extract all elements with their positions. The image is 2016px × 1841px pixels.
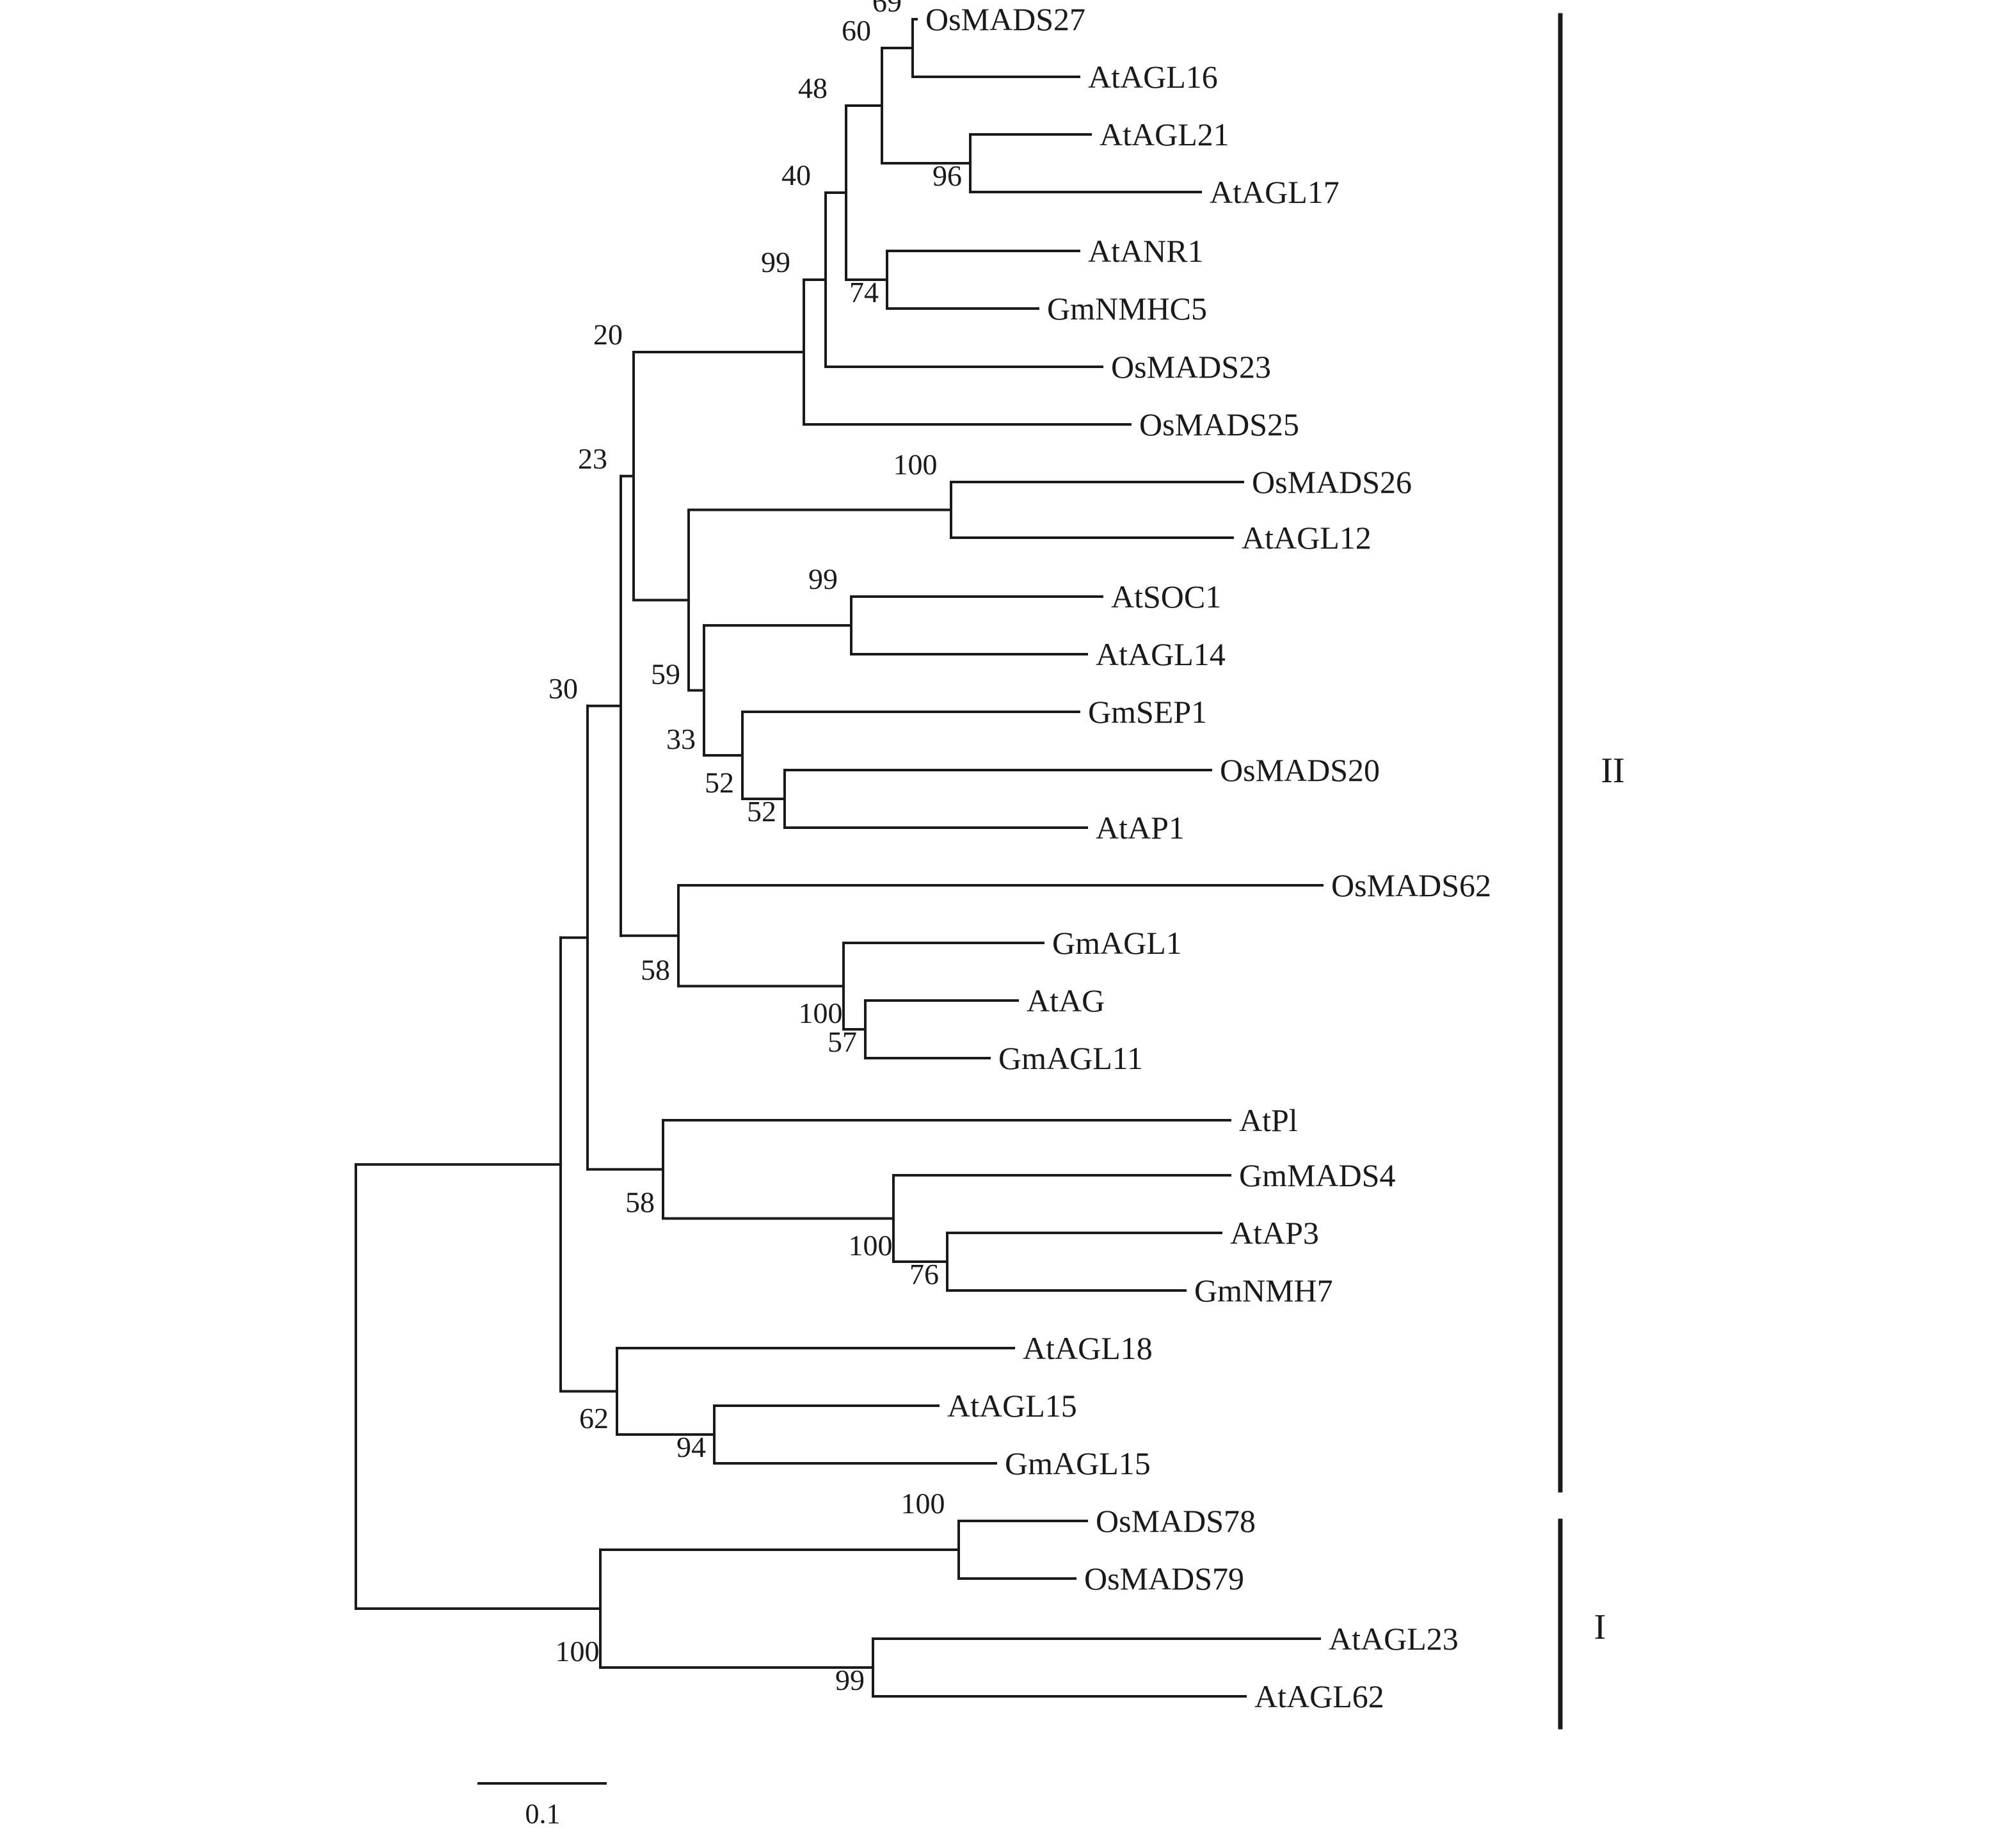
leaf-label-GmSEP1: GmSEP1	[1088, 694, 1207, 730]
bootstrap-label-n_with23: 40	[781, 159, 811, 191]
bootstrap-label-n_ag_clade: 58	[641, 954, 670, 986]
leaf-label-AtAGL16: AtAGL16	[1088, 59, 1218, 95]
leaf-label-AtPl: AtPl	[1239, 1102, 1298, 1138]
bootstrap-label-n_ap3_7: 76	[909, 1258, 939, 1290]
bootstrap-label-n_ag_11: 57	[828, 1025, 857, 1058]
bootstrap-label-n_23_62: 99	[835, 1664, 865, 1696]
clade-label-I: I	[1594, 1607, 1606, 1647]
bootstrap-label-n_27_16: 69	[872, 0, 902, 18]
leaf-label-GmAGL15: GmAGL15	[1005, 1445, 1151, 1481]
bootstrap-label-n_to_ag: 23	[578, 442, 607, 475]
tree-branches	[355, 18, 1324, 1698]
leaf-label-GmNMHC5: GmNMHC5	[1047, 291, 1207, 326]
bootstrap-label-n_20_ap1: 52	[747, 795, 776, 828]
leaf-label-AtAG: AtAG	[1027, 983, 1105, 1018]
bootstrap-label-n_inner: 30	[548, 672, 578, 705]
leaf-label-OsMADS23: OsMADS23	[1111, 349, 1271, 385]
leaf-label-AtAP1: AtAP1	[1096, 810, 1185, 846]
leaf-label-OsMADS20: OsMADS20	[1220, 752, 1380, 788]
bootstrap-label-n_soc_sep: 33	[666, 723, 696, 755]
bootstrap-label-n_ap3_group: 100	[849, 1229, 893, 1262]
leaf-label-OsMADS62: OsMADS62	[1331, 867, 1491, 903]
bootstrap-label-n_agl18_group: 62	[579, 1402, 609, 1435]
leaf-label-OsMADS26: OsMADS26	[1252, 464, 1412, 500]
leaf-label-AtAGL12: AtAGL12	[1242, 520, 1372, 556]
bootstrap-label-n_pi_ap3: 58	[625, 1186, 655, 1219]
leaf-label-AtAGL15: AtAGL15	[947, 1388, 1077, 1424]
leaf-label-OsMADS79: OsMADS79	[1084, 1561, 1244, 1596]
leaf-label-AtAGL17: AtAGL17	[1210, 174, 1340, 210]
leaf-label-OsMADS27: OsMADS27	[925, 1, 1085, 37]
leaf-label-OsMADS78: OsMADS78	[1096, 1503, 1256, 1539]
leaf-label-GmMADS4: GmMADS4	[1239, 1157, 1395, 1193]
bootstrap-labels: 6996607448409910099525233592057100582376…	[548, 0, 962, 1696]
leaf-label-AtAP3: AtAP3	[1230, 1215, 1319, 1251]
bootstrap-label-n_16group: 60	[842, 14, 871, 47]
bootstrap-label-n_upper_main: 20	[593, 318, 623, 351]
bootstrap-label-n_agl12_soc: 59	[651, 658, 680, 691]
bootstrap-label-n_78_79: 100	[901, 1487, 945, 1520]
leaf-label-AtAGL14: AtAGL14	[1096, 636, 1226, 672]
leaf-label-OsMADS25: OsMADS25	[1139, 406, 1299, 442]
leaf-label-GmAGL11: GmAGL11	[998, 1040, 1143, 1076]
leaf-label-AtAGL62: AtAGL62	[1254, 1678, 1384, 1714]
bootstrap-label-n_with25: 99	[761, 246, 790, 278]
scale-bar: 0.1	[477, 1782, 607, 1829]
leaf-label-AtAGL18: AtAGL18	[1023, 1330, 1153, 1366]
bootstrap-label-n_anr_nmhc: 74	[849, 276, 879, 309]
bootstrap-label-n_ag_group: 100	[799, 997, 843, 1029]
scale-bar-label: 0.1	[525, 1798, 561, 1829]
clade-label-II: II	[1601, 751, 1624, 791]
leaf-label-AtAGL21: AtAGL21	[1100, 117, 1229, 152]
bootstrap-label-n_sep_group: 52	[705, 766, 734, 799]
leaf-label-GmAGL1: GmAGL1	[1052, 925, 1182, 961]
bootstrap-label-n_group1: 100	[556, 1635, 600, 1668]
bootstrap-label-n_26_12: 100	[893, 448, 938, 481]
clade-brackets: III	[1558, 13, 1625, 1730]
bootstrap-label-n_15_15: 94	[676, 1431, 706, 1463]
leaf-label-GmNMH7: GmNMH7	[1194, 1273, 1333, 1308]
bootstrap-label-n_anr16: 48	[798, 72, 828, 104]
leaf-label-AtAGL23: AtAGL23	[1329, 1621, 1459, 1657]
bootstrap-label-n_soc_14: 99	[808, 563, 838, 595]
leaf-label-AtSOC1: AtSOC1	[1111, 579, 1221, 615]
bootstrap-label-n_21_17: 96	[932, 159, 962, 192]
leaf-label-AtANR1: AtANR1	[1088, 233, 1204, 269]
